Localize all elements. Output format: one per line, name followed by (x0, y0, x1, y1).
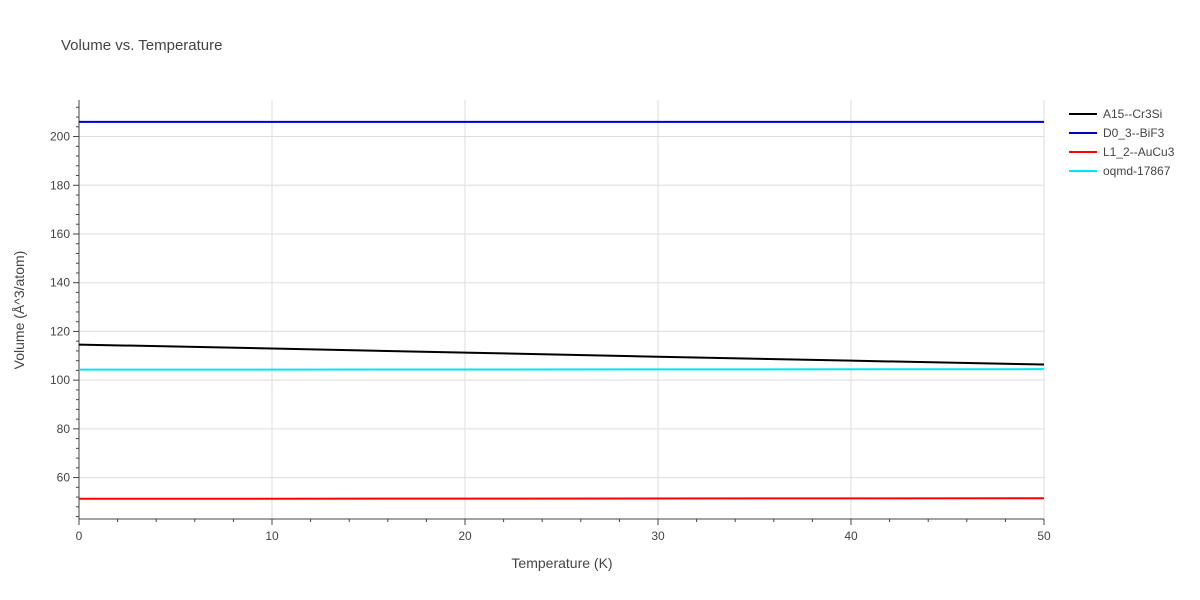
x-tick-label: 30 (651, 529, 665, 543)
x-tick-label: 10 (265, 529, 279, 543)
series-layer (78, 120, 1045, 500)
y-tick-label: 100 (50, 373, 70, 387)
legend-item[interactable]: A15--Cr3Si (1069, 107, 1162, 121)
y-tick-label: 120 (50, 324, 70, 338)
x-tick-label: 50 (1037, 529, 1051, 543)
legend-item[interactable]: D0_3--BiF3 (1069, 126, 1165, 140)
x-tick-label: 0 (76, 529, 83, 543)
y-tick-label: 80 (57, 422, 71, 436)
legend[interactable]: A15--Cr3Si D0_3--BiF3 L1_2--AuCu3 oqmd-1786… (1069, 107, 1175, 178)
y-tick-label: 160 (50, 227, 70, 241)
legend-label: oqmd-17867 (1103, 164, 1171, 178)
legend-label: L1_2--AuCu3 (1103, 145, 1175, 159)
legend-label: A15--Cr3Si (1103, 107, 1162, 121)
y-tick-label: 200 (50, 130, 70, 144)
y-tick-label: 180 (50, 178, 70, 192)
legend-item[interactable]: L1_2--AuCu3 (1069, 145, 1175, 159)
x-axis-title: Temperature (K) (511, 555, 612, 571)
x-tick-label: 40 (844, 529, 858, 543)
series-line-1 (78, 343, 1045, 366)
legend-item[interactable]: oqmd-17867 (1069, 164, 1171, 178)
y-axis-title: Volume (Å^3/atom) (11, 251, 27, 370)
x-tick-label: 20 (458, 529, 472, 543)
chart-title: Volume vs. Temperature (61, 37, 222, 54)
y-tick-label: 140 (50, 276, 70, 290)
legend-label: D0_3--BiF3 (1103, 126, 1165, 140)
axes: 0 10 20 30 40 50 60 80 100 120 140 160 180 200 (50, 100, 1051, 543)
grid (79, 100, 1045, 519)
y-tick-label: 60 (57, 471, 71, 485)
